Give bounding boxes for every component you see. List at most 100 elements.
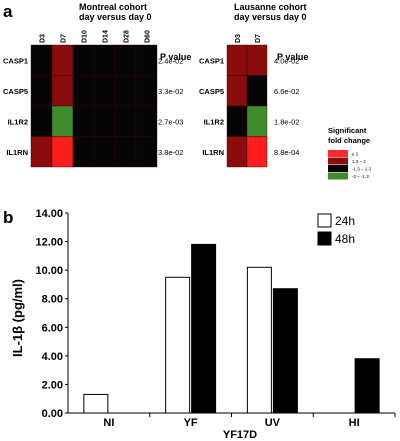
heatmap-cell <box>51 44 74 76</box>
legend-label: -2 – -1.3 <box>352 174 369 179</box>
legend-label: -1.3 – 1.3 <box>352 167 372 172</box>
heatmap-pvalue: 1.8e-02 <box>274 117 299 126</box>
heatmap-row-label: IL1R2 <box>204 117 224 126</box>
lausanne-pvalue-header: P value <box>277 52 308 62</box>
heatmap-row-label: IL1RN <box>6 148 28 157</box>
heatmap-cell <box>114 44 137 76</box>
heatmap-cell <box>30 75 53 107</box>
legend-swatch <box>328 165 348 172</box>
heatmap-cell <box>72 75 95 107</box>
heatmap-pvalue: 8.8e-04 <box>274 148 299 157</box>
legend-label: ≥ 2 <box>352 152 359 157</box>
panel-label-a: a <box>3 2 13 21</box>
heatmap-column-label: D28 <box>124 30 131 43</box>
y-tick-label: 6.00 <box>42 322 63 334</box>
heatmap-cell <box>246 44 268 76</box>
y-tick-label: 10.00 <box>35 265 63 277</box>
heatmap-column-label: D7 <box>61 34 68 43</box>
montreal-title: Montreal cohort <box>79 2 147 12</box>
y-tick-label: 8.00 <box>42 294 63 306</box>
bar-legend-label: 24h <box>335 214 355 228</box>
fold-change-legend: Significant fold change ≥ 2 1.3 – 2 -1.3 –… <box>328 126 372 180</box>
heatmap-cell <box>135 136 158 168</box>
bar-legend-swatch <box>317 231 332 246</box>
x-category-label: YF <box>184 417 198 429</box>
heatmap-cell <box>226 75 248 107</box>
y-tick-label: 0.00 <box>42 408 63 420</box>
heatmap-row-label: CASP5 <box>199 87 224 96</box>
heatmap-pvalue: 6.6e-02 <box>274 87 299 96</box>
bar-48h <box>191 243 217 414</box>
heatmap-cell <box>114 136 137 168</box>
heatmap-cell <box>30 44 53 76</box>
heatmap-column-label: D3 <box>235 34 242 43</box>
heatmap-pvalue: 4.0e-02 <box>274 56 299 65</box>
legend-title-line2: fold change <box>328 136 370 145</box>
bar-24h <box>83 393 109 414</box>
heatmap-pvalue: 3.8e-02 <box>158 148 183 157</box>
heatmap-column-label: D7 <box>255 34 262 43</box>
y-tick-label: 14.00 <box>35 208 63 220</box>
legend-title-line1: Significant <box>328 126 367 135</box>
x-axis-label: YF17D <box>223 429 257 441</box>
y-tick-label: 12.00 <box>35 237 63 249</box>
bar-24h <box>246 266 272 414</box>
heatmap-row-label: IL1R2 <box>8 117 28 126</box>
bar-chart: 0.00 2.00 4.00 6.00 8.00 10.00 12.00 14.00 NI YF… <box>10 208 396 441</box>
heatmap-pvalue: 2.4e-02 <box>158 56 183 65</box>
heatmap-cell <box>114 75 137 107</box>
heatmap-row-label: IL1RN <box>202 148 224 157</box>
heatmap-cell <box>135 75 158 107</box>
x-category-label: UV <box>265 417 281 429</box>
y-tick-label: 2.00 <box>42 379 63 391</box>
heatmap-cell <box>93 44 116 76</box>
heatmap-cell <box>72 136 95 168</box>
heatmap-cell <box>72 105 95 137</box>
y-tick-label: 4.00 <box>42 351 63 363</box>
heatmap-cell <box>93 75 116 107</box>
x-category-label: NI <box>103 417 114 429</box>
legend-swatch <box>328 172 348 180</box>
heatmap-cell <box>246 105 268 137</box>
heatmap-cell <box>72 44 95 76</box>
bar-legend-swatch <box>317 213 332 228</box>
heatmap-cell <box>30 105 53 137</box>
legend-label: 1.3 – 2 <box>352 159 366 164</box>
heatmap-row-label: CASP5 <box>3 87 28 96</box>
heatmap-row-label: CASP1 <box>3 56 28 65</box>
montreal-subtitle: day versus day 0 <box>79 12 152 22</box>
y-axis-label: IL-1β (pg/ml) <box>10 279 25 357</box>
legend-swatch <box>328 150 348 157</box>
heatmap-pvalue: 3.3e-02 <box>158 87 183 96</box>
heatmap-cell <box>246 75 268 107</box>
heatmap-cell <box>246 136 268 168</box>
heatmap-cell <box>226 136 248 168</box>
montreal-heatmap: Montreal cohort day versus day 0 D3 D7 D10… <box>3 2 191 168</box>
heatmap-row-label: CASP1 <box>199 56 224 65</box>
montreal-pvalue-header: P value <box>160 52 191 62</box>
heatmap-cell <box>51 136 74 168</box>
bar-legend-label: 48h <box>335 232 355 246</box>
heatmap-column-label: D10 <box>82 30 89 43</box>
heatmap-column-label: D3 <box>40 34 47 43</box>
lausanne-title: Lausanne cohort <box>234 2 307 12</box>
bar-24h <box>165 276 191 414</box>
heatmap-cell <box>114 105 137 137</box>
bar-48h <box>272 288 298 414</box>
heatmap-column-label: D60 <box>145 30 152 43</box>
lausanne-heatmap: Lausanne cohort day versus day 0 D3 D7 P … <box>199 2 372 180</box>
heatmap-cell <box>135 44 158 76</box>
heatmap-cell <box>135 105 158 137</box>
heatmap-cell <box>93 136 116 168</box>
heatmap-cell <box>30 136 53 168</box>
legend-swatch <box>328 157 348 165</box>
x-category-label: HI <box>349 417 360 429</box>
panel-label-b: b <box>3 208 13 227</box>
heatmap-cell <box>51 75 74 107</box>
lausanne-subtitle: day versus day 0 <box>234 12 307 22</box>
heatmap-cell <box>226 105 248 137</box>
heatmap-pvalue: 2.7e-03 <box>158 117 183 126</box>
heatmap-cell <box>93 105 116 137</box>
heatmap-column-label: D14 <box>103 30 110 43</box>
